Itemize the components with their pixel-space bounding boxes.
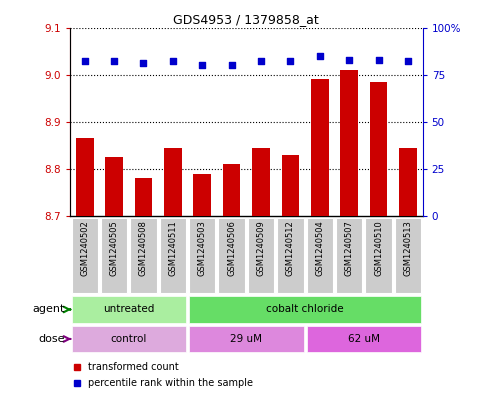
Bar (365, 218, 392, 293)
Point (199, 62, 206, 68)
Text: GSM1240502: GSM1240502 (80, 220, 89, 276)
Point (286, 58, 294, 64)
Bar (130, 218, 156, 293)
Bar (248, 218, 274, 293)
Bar (101, 218, 128, 293)
Text: GSM1240509: GSM1240509 (256, 220, 266, 276)
Bar (164, 148, 182, 216)
Bar (71, 218, 98, 293)
Text: GSM1240507: GSM1240507 (345, 220, 354, 276)
Point (404, 58, 412, 64)
Bar (307, 218, 333, 293)
Bar (194, 174, 211, 216)
Bar (223, 164, 241, 216)
Text: GSM1240510: GSM1240510 (374, 220, 383, 276)
Text: GSM1240503: GSM1240503 (198, 220, 207, 276)
Text: percentile rank within the sample: percentile rank within the sample (88, 378, 253, 388)
Title: GDS4953 / 1379858_at: GDS4953 / 1379858_at (173, 13, 319, 26)
Text: cobalt chloride: cobalt chloride (266, 305, 344, 314)
Text: untreated: untreated (103, 305, 155, 314)
Bar (135, 178, 152, 216)
Bar (105, 157, 123, 216)
Text: GSM1240505: GSM1240505 (110, 220, 119, 276)
Point (228, 62, 236, 68)
Bar (341, 70, 358, 216)
Point (257, 58, 265, 64)
Bar (189, 296, 421, 323)
Bar (252, 148, 270, 216)
Text: 29 uM: 29 uM (230, 334, 262, 344)
Text: transformed count: transformed count (88, 362, 178, 373)
Point (375, 57, 383, 63)
Bar (282, 155, 299, 216)
Text: GSM1240511: GSM1240511 (169, 220, 177, 276)
Bar (189, 326, 304, 352)
Text: 62 uM: 62 uM (348, 334, 380, 344)
Bar (395, 218, 421, 293)
Text: GSM1240506: GSM1240506 (227, 220, 236, 276)
Text: GSM1240504: GSM1240504 (315, 220, 324, 276)
Bar (336, 218, 362, 293)
Text: GSM1240512: GSM1240512 (286, 220, 295, 276)
Point (81, 58, 88, 64)
Bar (370, 82, 387, 216)
Point (169, 58, 177, 64)
Text: agent: agent (33, 305, 65, 314)
Bar (277, 218, 304, 293)
Bar (218, 218, 245, 293)
Bar (307, 326, 421, 352)
Point (140, 60, 147, 66)
Point (345, 57, 353, 63)
Point (316, 53, 324, 59)
Text: control: control (111, 334, 147, 344)
Bar (399, 148, 417, 216)
Bar (311, 79, 328, 216)
Text: GSM1240513: GSM1240513 (403, 220, 412, 276)
Text: dose: dose (39, 334, 65, 344)
Bar (160, 218, 186, 293)
Point (110, 58, 118, 64)
Text: GSM1240508: GSM1240508 (139, 220, 148, 276)
Bar (71, 326, 186, 352)
Bar (189, 218, 215, 293)
Bar (76, 138, 94, 216)
Bar (71, 296, 186, 323)
